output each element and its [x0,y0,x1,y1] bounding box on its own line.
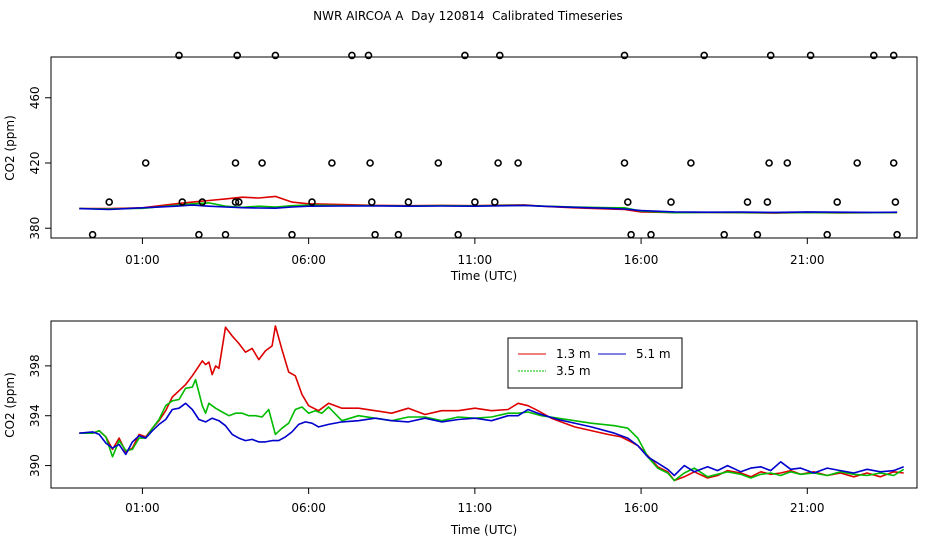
bottom-series-line-1-3-m [79,325,904,482]
top-y-tick-label: 380 [28,217,42,240]
top-data-point [763,198,772,206]
top-data-point [765,159,773,167]
top-data-point [404,198,413,206]
top-x-tick-label: 11:00 [458,253,493,267]
top-data-point [366,159,374,167]
top-data-point [348,51,356,60]
top-data-point [178,198,187,206]
bottom-y-axis: 390 394 398 [28,354,51,477]
bottom-x-tick-label: 06:00 [291,501,326,515]
top-series-line-5-1-m [79,204,898,214]
top-data-point [233,51,241,60]
bottom-series-line-3-5-m [79,378,905,482]
legend-label-5-1m: 5.1 m [636,347,671,361]
top-data-point [231,159,240,167]
top-data-point [494,159,502,167]
page-title: NWR AIRCOA A Day 120814 Calibrated Times… [313,9,623,23]
bottom-y-tick-label: 398 [28,354,42,377]
bottom-x-tick-label: 11:00 [458,501,493,515]
top-data-point [700,51,709,60]
top-data-point [88,230,97,239]
top-data-point [743,198,752,206]
top-data-point [720,230,729,239]
top-data-point [853,159,862,167]
top-x-tick-label: 06:00 [291,253,326,267]
top-data-point [367,198,376,206]
top-series-group [79,195,898,214]
top-data-point [753,230,762,239]
legend-box [507,337,683,389]
top-data-point [623,198,632,206]
top-data-point [766,51,775,60]
top-data-point [141,159,150,167]
top-data-point [647,230,655,239]
bottom-x-tick-label: 01:00 [125,501,160,515]
top-data-point [687,159,695,167]
bottom-series-line-5-1-m [79,402,904,477]
top-data-point [364,51,373,60]
top-data-point [783,159,792,167]
top-data-point [434,159,443,167]
top-y-axis: 380 420 460 [28,86,51,240]
bottom-plot-frame [50,320,918,489]
top-points-group [88,51,901,239]
top-data-point [889,51,898,60]
top-data-point [235,198,243,206]
legend-label-1-3m: 1.3 m [556,347,591,361]
top-data-point [495,51,504,60]
top-y-axis-label: CO2 (ppm) [3,115,17,181]
top-data-point [371,230,379,239]
top-data-point [833,198,842,206]
bottom-x-axis-label: Time (UTC) [450,523,517,537]
top-x-tick-label: 21:00 [790,253,825,267]
top-data-point [271,51,280,60]
top-data-point [620,159,629,167]
top-data-point [394,230,403,239]
bottom-panel: 01:00 06:00 11:00 16:00 21:00 390 394 398 Time… [3,320,918,537]
bottom-series-group [79,325,905,482]
top-data-point [667,198,675,206]
top-data-point [175,51,183,60]
top-panel: 01:00 06:00 11:00 16:00 21:00 380 420 460 Time… [3,51,918,283]
bottom-y-tick-label: 394 [28,404,42,427]
top-data-point [105,198,113,206]
top-data-point [806,51,815,60]
bottom-x-tick-label: 16:00 [624,501,659,515]
top-data-point [258,159,266,167]
top-data-point [461,51,469,60]
bottom-y-tick-label: 390 [28,454,42,477]
top-x-axis: 01:00 06:00 11:00 16:00 21:00 [125,238,825,267]
top-x-axis-label: Time (UTC) [450,269,517,283]
top-data-point [231,198,240,206]
top-data-point [221,230,230,239]
top-data-point [514,159,522,167]
top-data-point [490,198,499,206]
top-data-point [198,198,207,206]
top-data-point [891,198,900,206]
top-data-point [454,230,463,239]
top-data-point [308,198,316,206]
top-data-point [195,230,203,239]
top-data-point [893,230,901,239]
top-y-tick-label: 420 [28,152,42,175]
top-data-point [328,159,336,167]
top-data-point [620,51,629,60]
top-data-point [823,230,832,239]
top-data-point [869,51,878,60]
bottom-x-axis: 01:00 06:00 11:00 16:00 21:00 [125,488,825,515]
bottom-y-axis-label: CO2 (ppm) [3,372,17,438]
top-data-point [288,230,296,239]
top-data-point [627,230,635,239]
top-y-tick-label: 460 [28,86,42,109]
legend: 1.3 m 5.1 m 3.5 m [507,337,683,389]
top-data-point [471,198,479,206]
top-x-tick-label: 01:00 [125,253,160,267]
bottom-x-tick-label: 21:00 [790,501,825,515]
legend-label-3-5m: 3.5 m [556,364,591,378]
top-data-point [889,159,898,167]
top-plot-frame [50,56,918,239]
top-x-tick-label: 16:00 [624,253,659,267]
